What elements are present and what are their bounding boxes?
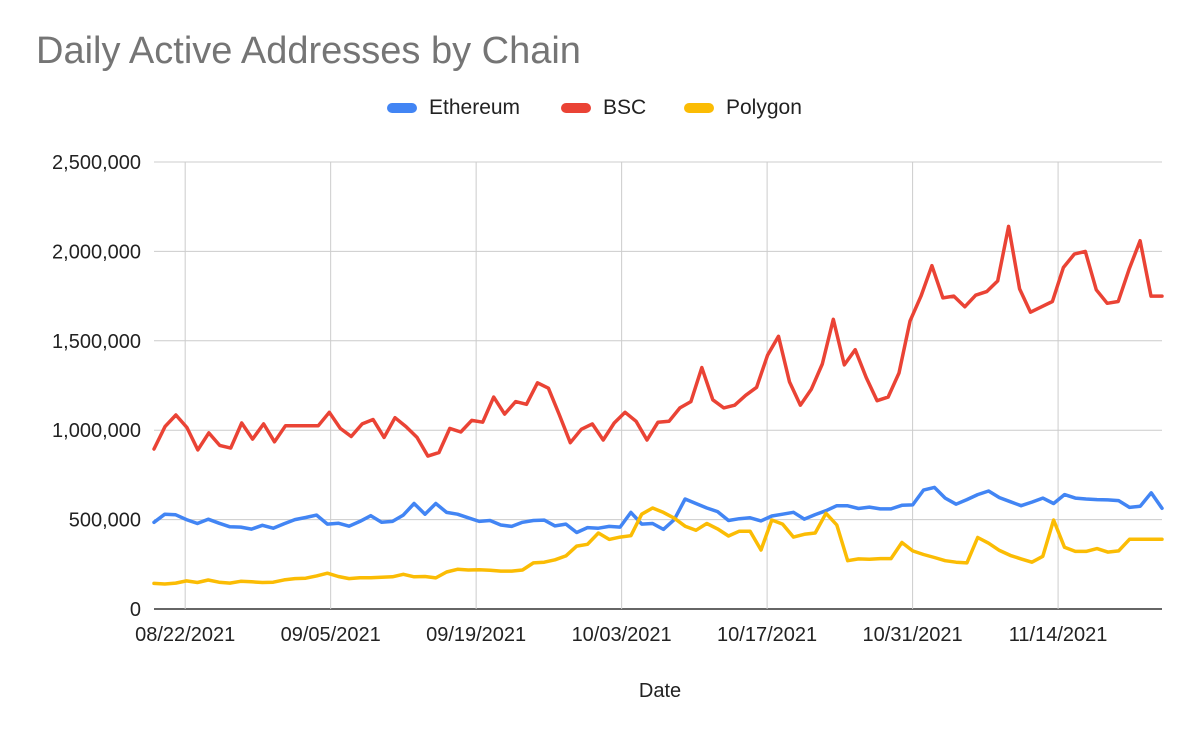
y-tick-label: 1,000,000 bbox=[52, 420, 141, 442]
y-tick-label: 500,000 bbox=[69, 510, 141, 532]
y-tick-label: 1,500,000 bbox=[52, 331, 141, 353]
legend: Ethereum BSC Polygon bbox=[0, 96, 1200, 126]
legend-item-ethereum[interactable]: Ethereum bbox=[387, 96, 520, 120]
y-tick-label: 2,000,000 bbox=[52, 241, 141, 263]
x-tick-label: 09/05/2021 bbox=[281, 624, 381, 646]
legend-swatch-polygon bbox=[684, 103, 714, 113]
y-tick-label: 0 bbox=[130, 599, 141, 621]
x-tick-label: 10/17/2021 bbox=[717, 624, 817, 646]
x-tick-label: 09/19/2021 bbox=[426, 624, 526, 646]
series-line-bsc[interactable] bbox=[152, 224, 1164, 458]
chart-title: Daily Active Addresses by Chain bbox=[36, 30, 581, 72]
legend-item-bsc[interactable]: BSC bbox=[561, 96, 646, 120]
series-line-ethereum[interactable] bbox=[152, 485, 1164, 535]
legend-label-polygon: Polygon bbox=[726, 96, 802, 119]
legend-item-polygon[interactable]: Polygon bbox=[684, 96, 802, 120]
x-tick-label: 10/31/2021 bbox=[863, 624, 963, 646]
y-tick-label: 2,500,000 bbox=[52, 152, 141, 174]
legend-swatch-ethereum bbox=[387, 103, 417, 113]
x-axis-title: Date bbox=[639, 680, 681, 702]
legend-label-ethereum: Ethereum bbox=[429, 96, 521, 119]
x-tick-label: 10/03/2021 bbox=[572, 624, 672, 646]
legend-label-bsc: BSC bbox=[603, 96, 647, 119]
series-line-polygon[interactable] bbox=[152, 506, 1164, 586]
legend-swatch-bsc bbox=[561, 103, 591, 113]
x-tick-label: 11/14/2021 bbox=[1009, 624, 1108, 646]
x-tick-label: 08/22/2021 bbox=[135, 624, 235, 646]
